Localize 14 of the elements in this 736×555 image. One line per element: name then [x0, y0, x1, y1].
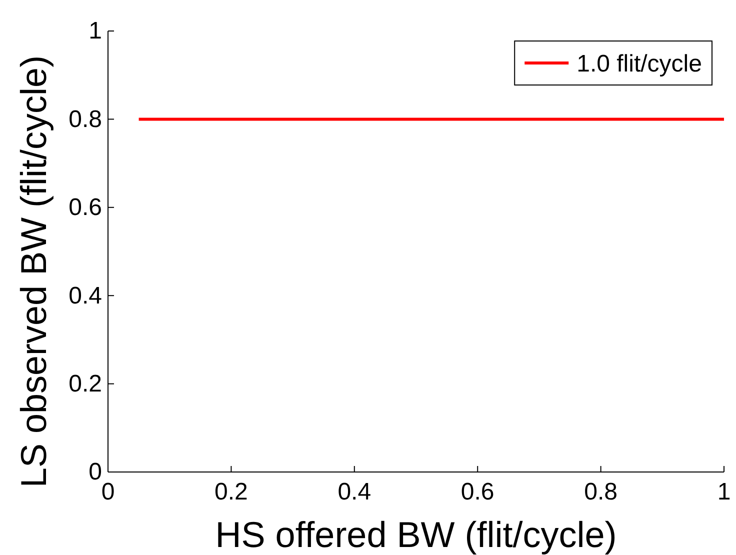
y-tick-label: 0.4: [68, 282, 102, 310]
x-tick-label: 0.6: [460, 478, 494, 506]
y-tick-label: 0: [88, 458, 102, 486]
x-tick-label: 0.4: [338, 478, 372, 506]
y-tick-label: 0.2: [68, 370, 102, 398]
legend-label: 1.0 flit/cycle: [576, 50, 702, 78]
x-tick-label: 0.2: [214, 478, 248, 506]
x-axis-title: HS offered BW (flit/cycle): [215, 514, 617, 555]
y-tick-label: 0.8: [68, 106, 102, 133]
x-tick-label: 0.8: [584, 478, 618, 506]
y-axis-title: LS observed BW (flit/cycle): [13, 55, 54, 488]
y-tick-label: 1: [88, 18, 102, 45]
x-tick-label: 1: [717, 478, 731, 506]
y-tick-label: 0.6: [68, 194, 102, 222]
